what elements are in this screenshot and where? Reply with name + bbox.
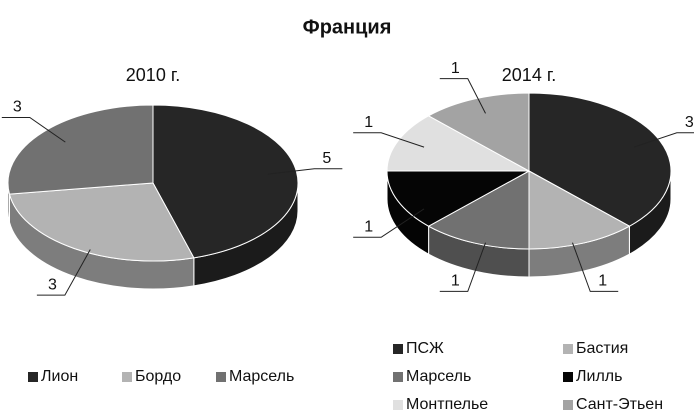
leader-line: [439, 242, 486, 292]
slice: [528, 92, 672, 227]
value-label: 3: [48, 276, 57, 293]
value-label: 1: [598, 273, 607, 290]
pie-title: 2010 г.: [126, 65, 180, 85]
leader-line: [353, 132, 425, 148]
leader-line: [572, 242, 619, 292]
legend-swatch: [122, 372, 132, 382]
value-label: 5: [322, 150, 331, 167]
legend-swatch: [393, 400, 403, 410]
legend-swatch: [563, 400, 573, 410]
slice: [152, 104, 299, 259]
slice: [7, 104, 154, 195]
legend-label: Марсель: [229, 368, 294, 385]
value-label: 3: [685, 114, 694, 131]
legend-swatch: [563, 344, 573, 354]
leader-line: [633, 132, 694, 148]
value-label: 1: [364, 114, 373, 131]
leader-line: [353, 208, 425, 238]
legend-label: Бастия: [576, 340, 628, 357]
value-label: 1: [364, 218, 373, 235]
legend-swatch: [28, 372, 38, 382]
leader-line: [36, 249, 91, 296]
value-label: 1: [451, 60, 460, 77]
legend-swatch: [393, 344, 403, 354]
slice: [528, 170, 631, 250]
slice: [8, 182, 195, 262]
legend-label: Марсель: [406, 368, 471, 385]
slice: [386, 115, 530, 172]
legend-label: Лилль: [576, 368, 622, 385]
value-label: 1: [451, 273, 460, 290]
slice: [427, 170, 530, 250]
leader-line: [267, 168, 343, 175]
legend-label: Бордо: [135, 368, 181, 385]
chart-title: Франция: [303, 16, 392, 38]
leader-line: [1, 117, 66, 143]
slice: [427, 92, 530, 172]
legend-label: Лион: [41, 368, 78, 385]
legend-label: Монтпелье: [406, 396, 488, 413]
slice: [386, 170, 530, 227]
legend-swatch: [393, 372, 403, 382]
legend-label: ПСЖ: [406, 340, 444, 357]
value-label: 3: [13, 99, 22, 116]
pie-title: 2014 г.: [502, 65, 556, 85]
legend-swatch: [216, 372, 226, 382]
leader-line: [439, 78, 486, 114]
legend-label: Сант-Этьен: [576, 396, 663, 413]
legend-swatch: [563, 372, 573, 382]
